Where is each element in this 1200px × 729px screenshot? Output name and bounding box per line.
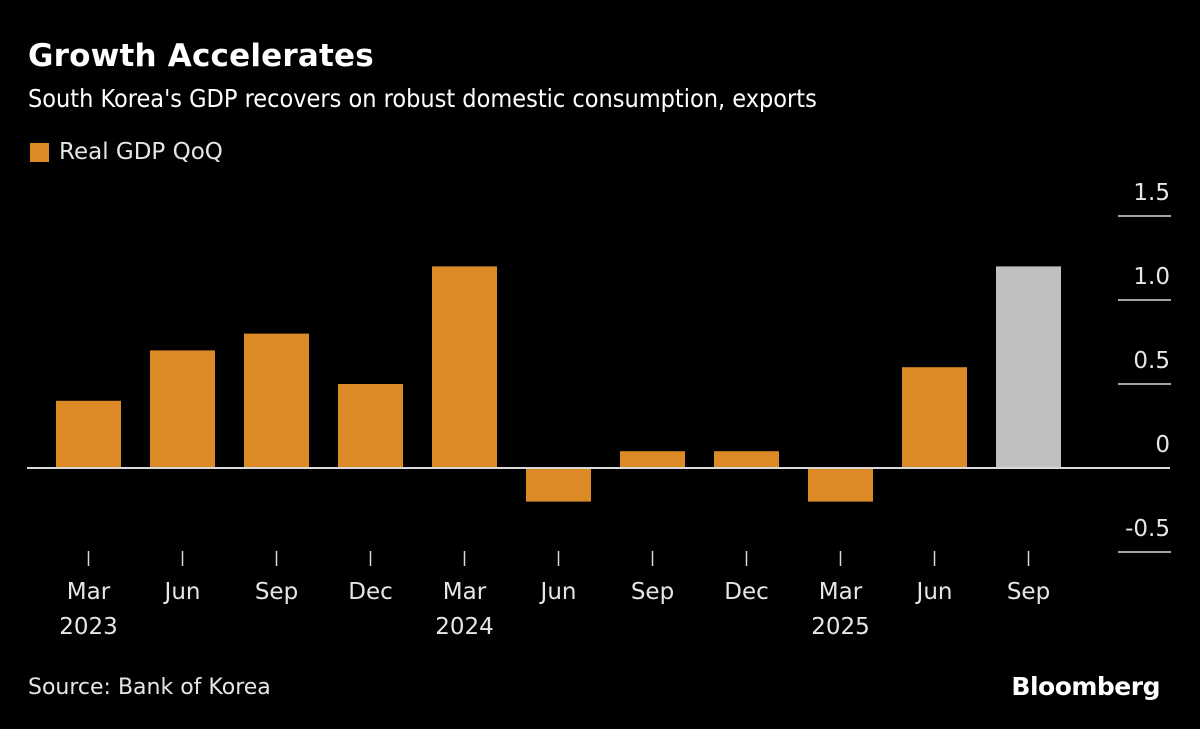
x-tick-label-year: 2024 [435, 614, 494, 640]
brand-logo: Bloomberg [1011, 672, 1160, 701]
x-tick-label-month: Mar [819, 579, 863, 605]
bar [714, 451, 779, 468]
y-tick-label: 1.0 [1133, 264, 1170, 290]
y-tick-label: 0 [1155, 432, 1170, 458]
bar [432, 266, 497, 468]
x-tick-label-month: Dec [348, 579, 393, 605]
chart-subtitle: South Korea's GDP recovers on robust dom… [28, 84, 817, 113]
bar [902, 367, 967, 468]
bar [150, 350, 215, 468]
bar [338, 384, 403, 468]
x-tick-label-month: Mar [67, 579, 111, 605]
x-tick-label-month: Sep [255, 579, 298, 605]
x-tick-label-month: Jun [539, 579, 577, 605]
y-tick-label: -0.5 [1125, 516, 1170, 542]
legend-swatch [30, 142, 49, 162]
x-tick-label-month: Dec [724, 579, 769, 605]
chart-title: Growth Accelerates [28, 38, 374, 74]
x-tick-label-month: Mar [443, 579, 487, 605]
bar [996, 266, 1061, 468]
legend-label: Real GDP QoQ [59, 139, 223, 165]
legend: Real GDP QoQ [30, 139, 223, 165]
x-tick-label-month: Jun [915, 579, 953, 605]
bar [56, 400, 121, 468]
bar [808, 468, 873, 502]
bar [620, 451, 685, 468]
source-note: Source: Bank of Korea [28, 675, 271, 700]
x-tick-label-year: 2025 [811, 614, 870, 640]
x-tick-label-year: 2023 [59, 614, 118, 640]
y-tick-label: 1.5 [1133, 180, 1170, 206]
bar [244, 333, 309, 468]
y-tick-label: 0.5 [1133, 348, 1170, 374]
bar [526, 468, 591, 502]
x-tick-label-month: Jun [163, 579, 201, 605]
x-tick-label-month: Sep [1007, 579, 1050, 605]
x-tick-label-month: Sep [631, 579, 674, 605]
